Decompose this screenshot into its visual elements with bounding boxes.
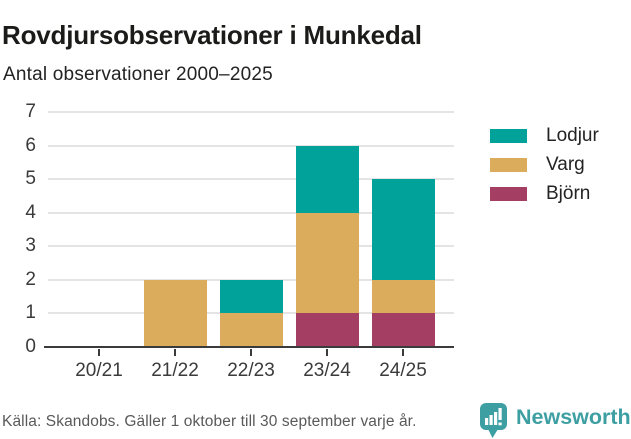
bar-segment-varg-24-25 — [371, 279, 435, 314]
source-note: Källa: Skandobs. Gäller 1 oktober till 3… — [2, 413, 417, 430]
y-gridline — [48, 144, 454, 147]
legend-label: Lodjur — [546, 125, 599, 146]
y-gridline — [48, 178, 454, 181]
newsworthy-brand: Newsworthy — [479, 402, 631, 439]
y-axis-tick-label: 7 — [25, 101, 36, 122]
legend-swatch-varg — [490, 158, 527, 172]
y-axis-tick-label: 1 — [25, 302, 36, 324]
legend-label: Björn — [546, 183, 591, 204]
y-axis-tick-label: 2 — [25, 268, 36, 290]
bar-segment-varg-21-22 — [143, 279, 207, 347]
bar-segment-lodjur-22-23 — [219, 279, 283, 314]
bar-segment-bjorn-23-24 — [295, 313, 359, 347]
x-axis-tick-label: 23/24 — [303, 360, 351, 381]
plot-area: 0 1 2 3 4 5 6 7 20/21 21/22 22/23 23/24 24/25 — [25, 101, 454, 381]
legend: Lodjur Varg Björn — [490, 124, 599, 211]
y-gridline — [48, 278, 454, 281]
legend-item-bjorn: Björn — [490, 182, 599, 206]
x-axis-line — [44, 345, 454, 348]
bar-segment-bjorn-24-25 — [371, 313, 435, 347]
legend-item-varg: Varg — [490, 153, 599, 177]
legend-item-lodjur: Lodjur — [490, 124, 599, 148]
chart-title: Rovdjursobservationer i Munkedal — [2, 20, 422, 51]
y-axis-tick-label: 4 — [25, 201, 36, 223]
x-axis-tick — [401, 349, 405, 356]
x-axis-tick — [97, 349, 101, 356]
y-gridline — [48, 111, 454, 113]
y-gridline — [48, 245, 454, 248]
newsworthy-logo-icon — [480, 403, 507, 438]
x-axis-tick-label: 22/23 — [227, 360, 275, 381]
x-axis-tick — [325, 349, 329, 356]
legend-swatch-bjorn — [490, 187, 527, 201]
x-axis-tick-label: 21/22 — [151, 360, 199, 381]
bar-segment-varg-23-24 — [295, 212, 359, 314]
brand-name: Newsworthy — [516, 405, 631, 429]
x-axis-tick — [249, 349, 253, 356]
y-gridline — [48, 211, 454, 214]
y-axis-tick-label: 6 — [25, 134, 36, 156]
y-axis-tick-label: 3 — [25, 235, 36, 257]
legend-swatch-lodjur — [490, 129, 527, 143]
chart-subtitle: Antal observationer 2000–2025 — [3, 64, 273, 85]
legend-label: Varg — [546, 154, 585, 175]
bar-segment-varg-22-23 — [219, 313, 283, 347]
bar-segment-lodjur-23-24 — [295, 145, 359, 213]
y-axis-tick-label: 0 — [25, 336, 36, 357]
x-axis-tick-label: 20/21 — [75, 360, 123, 381]
bar-segment-lodjur-24-25 — [371, 179, 435, 280]
x-axis-tick-label: 24/25 — [379, 360, 427, 381]
x-axis-tick — [173, 349, 177, 356]
y-axis-tick-label: 5 — [25, 168, 36, 190]
